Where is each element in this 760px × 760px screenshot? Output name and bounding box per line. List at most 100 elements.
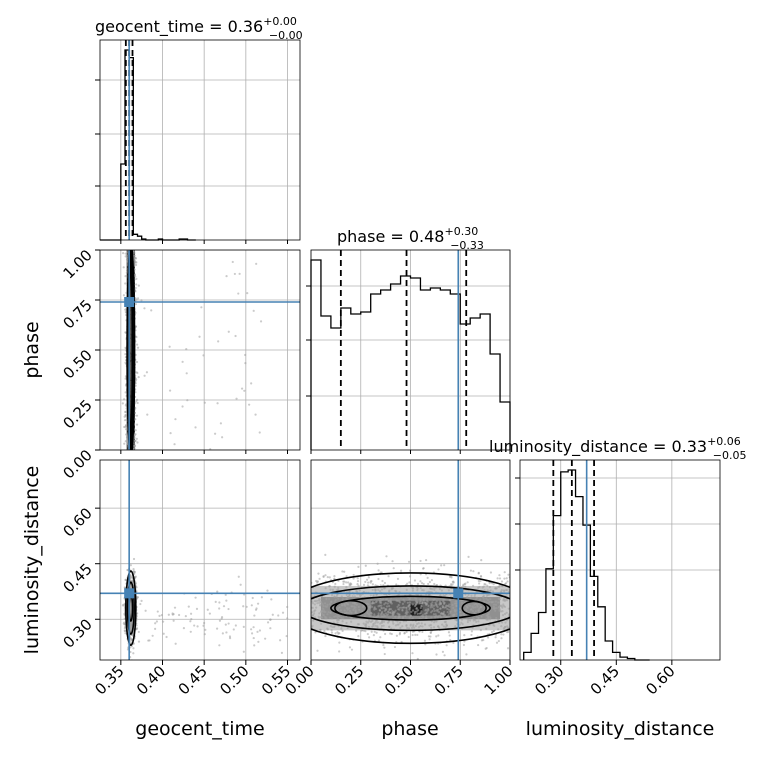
sample-point (440, 564, 443, 567)
sample-point (411, 589, 414, 592)
sample-point (124, 353, 127, 356)
sample-point (322, 613, 325, 617)
sample-point (345, 593, 348, 597)
sample-point (401, 602, 405, 605)
sample-point (500, 604, 503, 607)
sample-point (460, 618, 464, 621)
sample-point (416, 633, 419, 637)
title-minus: −0.33 (450, 239, 484, 252)
sample-point (482, 638, 485, 642)
sample-point (475, 596, 479, 599)
sample-point (397, 604, 400, 607)
sample-point (476, 605, 479, 608)
sample-point (499, 610, 502, 613)
sample-point (422, 567, 425, 570)
ylabel-luminosity-distance: luminosity_distance (21, 466, 43, 655)
sample-point (316, 580, 319, 583)
sample-point (411, 617, 415, 620)
sample-point (311, 600, 314, 603)
sample-point (465, 617, 468, 620)
sample-point (504, 625, 507, 629)
sample-point (458, 607, 461, 610)
density-cell (410, 604, 423, 616)
sample-point (454, 600, 457, 603)
sample-point (350, 648, 354, 651)
sample-point (458, 623, 461, 626)
sample-point (430, 579, 433, 582)
sample-point (250, 604, 253, 607)
sample-point (253, 614, 256, 617)
sample-point (351, 605, 354, 608)
sample-point (326, 628, 330, 631)
sample-point (129, 641, 133, 644)
title-main: phase = 0.48 (337, 227, 444, 246)
sample-point (246, 292, 249, 295)
sample-point (329, 588, 332, 591)
sample-point (250, 382, 253, 385)
sample-point (214, 600, 217, 603)
sample-point (490, 630, 494, 634)
sample-point (321, 612, 324, 615)
sample-point (160, 614, 163, 617)
sample-point (348, 595, 351, 598)
truth-marker (124, 297, 135, 307)
sample-point (503, 627, 506, 631)
sample-point (385, 614, 388, 617)
sample-point (446, 607, 449, 610)
sample-point (373, 602, 376, 605)
sample-point (158, 614, 161, 617)
sample-point (189, 612, 193, 615)
contour-line (311, 585, 510, 632)
sample-point (336, 613, 339, 616)
sample-point (453, 602, 457, 605)
sample-point (328, 597, 331, 601)
sample-point (151, 634, 154, 637)
sample-point (505, 577, 508, 580)
sample-point (380, 607, 384, 610)
sample-point (146, 413, 149, 416)
sample-point (134, 325, 137, 328)
sample-point (387, 605, 391, 608)
sample-point (338, 641, 341, 644)
sample-point (437, 634, 440, 637)
sample-point (444, 584, 447, 587)
sample-point (503, 577, 506, 580)
sample-point (498, 577, 502, 580)
sample-point (237, 292, 240, 295)
sample-point (334, 598, 337, 601)
sample-point (428, 638, 431, 641)
sample-point (333, 624, 336, 627)
sample-point (486, 614, 489, 617)
sample-point (218, 601, 221, 604)
sample-point (314, 631, 317, 634)
sample-point (496, 577, 499, 580)
sample-point (321, 603, 324, 606)
sample-point (121, 252, 125, 255)
sample-point (488, 600, 491, 603)
sample-point (471, 584, 475, 587)
sample-point (474, 606, 477, 609)
panel-21-content (311, 460, 510, 660)
x-tick-label: 0.60 (642, 662, 678, 698)
sample-point (218, 607, 221, 610)
sample-point (413, 604, 417, 608)
sample-point (341, 629, 344, 632)
sample-point (143, 374, 146, 377)
sample-point (243, 389, 246, 392)
sample-point (123, 617, 126, 620)
x-tick-label: 0.45 (175, 662, 211, 698)
sample-point (473, 611, 476, 615)
sample-point (413, 579, 417, 582)
sample-point (271, 613, 274, 616)
sample-point (126, 251, 129, 254)
sample-point (124, 425, 127, 429)
panel-phase-geocent-2d (99, 249, 301, 451)
sample-point (388, 608, 391, 611)
truth-marker (124, 588, 135, 599)
sample-point (393, 645, 397, 649)
sample-point (429, 631, 432, 634)
sample-point (438, 603, 441, 606)
sample-point (507, 613, 510, 616)
sample-point (405, 588, 408, 592)
sample-point (177, 613, 181, 617)
